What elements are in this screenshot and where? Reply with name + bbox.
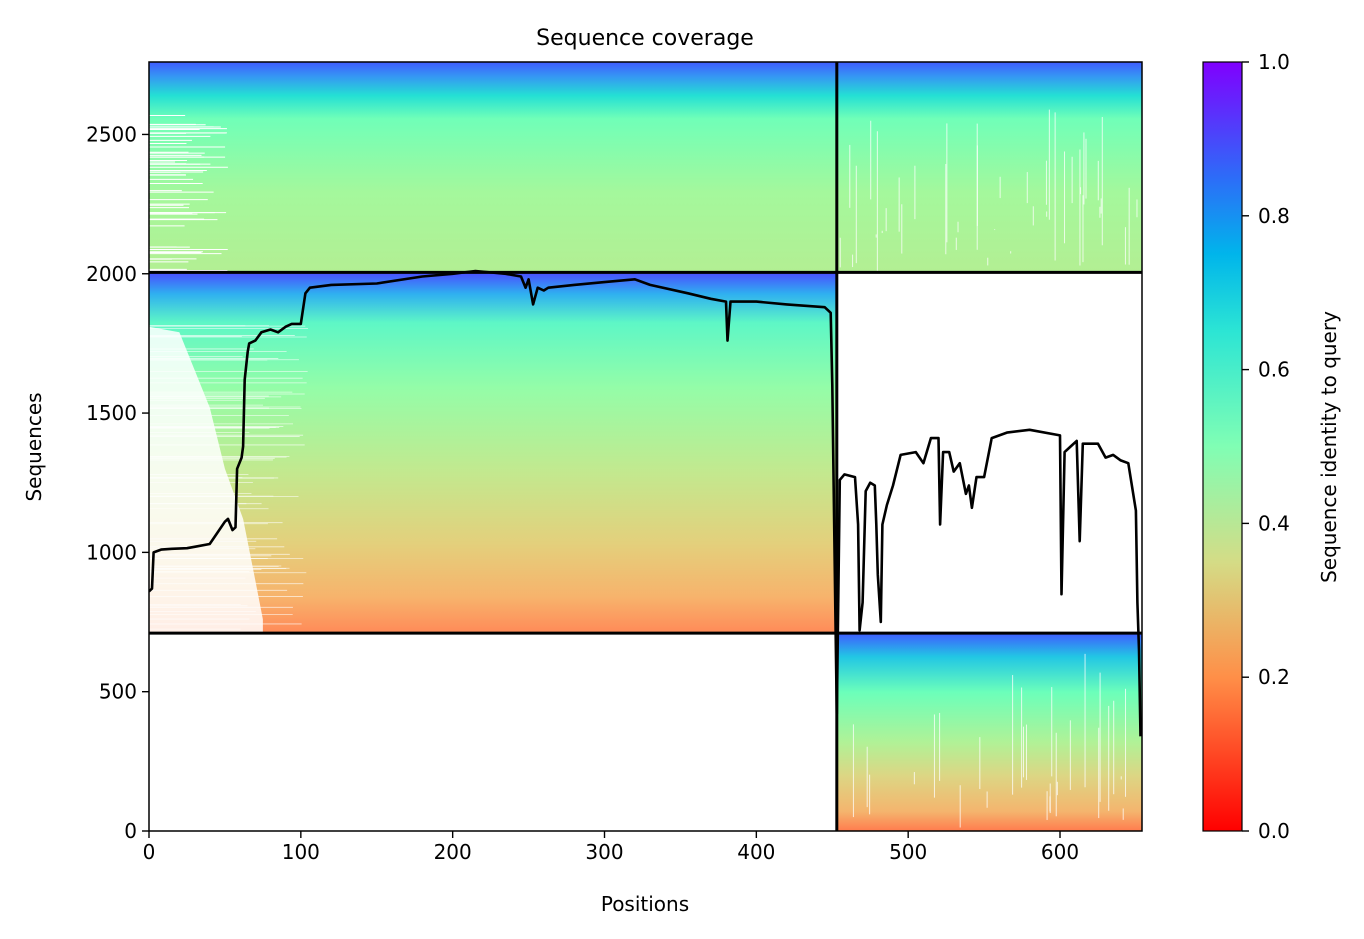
heatmap-blocks bbox=[149, 62, 1142, 831]
y-tick-label: 0 bbox=[124, 819, 137, 843]
y-axis-label: Sequences bbox=[22, 392, 46, 501]
colorbar-tick-label: 0.6 bbox=[1258, 358, 1290, 382]
colorbar-tick-label: 0.0 bbox=[1258, 819, 1290, 843]
colorbar-tick-label: 0.4 bbox=[1258, 511, 1290, 535]
x-tick-label: 600 bbox=[1041, 840, 1079, 864]
y-tick-label: 1500 bbox=[86, 401, 137, 425]
coverage-gap-streaks bbox=[149, 109, 1138, 828]
colorbar-tick-label: 0.8 bbox=[1258, 204, 1290, 228]
gap-region bbox=[149, 326, 263, 634]
y-tick-label: 2500 bbox=[86, 122, 137, 146]
x-tick-label: 0 bbox=[143, 840, 156, 864]
heatmap-block bbox=[836, 633, 1142, 831]
y-tick-label: 500 bbox=[99, 680, 137, 704]
x-axis-ticks: 0 100 200 300 400 500 600 bbox=[143, 831, 1079, 864]
y-tick-label: 1000 bbox=[86, 540, 137, 564]
x-tick-label: 500 bbox=[889, 840, 927, 864]
heatmap-block bbox=[836, 62, 1142, 273]
colorbar-label: Sequence identity to query bbox=[1317, 311, 1341, 583]
chart-title: Sequence coverage bbox=[536, 26, 754, 51]
x-tick-label: 400 bbox=[737, 840, 775, 864]
x-axis-label: Positions bbox=[601, 892, 689, 916]
colorbar-tick-label: 1.0 bbox=[1258, 50, 1290, 74]
x-tick-label: 300 bbox=[585, 840, 623, 864]
x-tick-label: 100 bbox=[282, 840, 320, 864]
y-axis-ticks: 0 500 1000 1500 2000 2500 bbox=[86, 122, 149, 843]
heatmap-block bbox=[149, 62, 837, 273]
colorbar-tick-label: 0.2 bbox=[1258, 665, 1290, 689]
colorbar bbox=[1202, 61, 1243, 832]
colorbar-ticks: 0.0 0.2 0.4 0.6 0.8 1.0 bbox=[1242, 50, 1290, 843]
x-tick-label: 200 bbox=[434, 840, 472, 864]
coverage-line bbox=[149, 269, 1142, 737]
y-tick-label: 2000 bbox=[86, 262, 137, 286]
plot-frame bbox=[148, 61, 1143, 832]
